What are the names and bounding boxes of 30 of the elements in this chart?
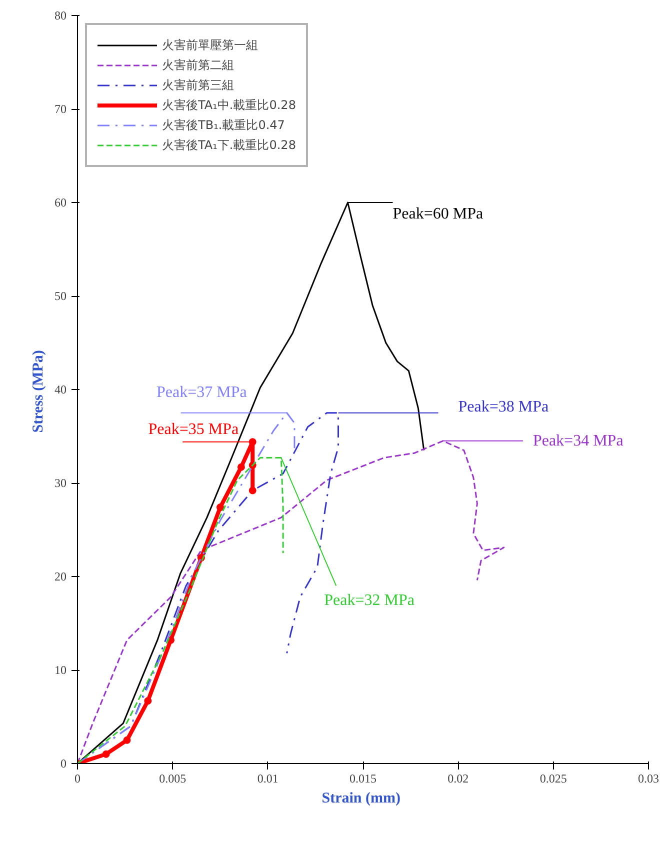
legend-label: 火害後TA₁中.載重比0.28 <box>162 96 296 114</box>
y-tick-label: 10 <box>54 663 66 677</box>
annotation: Peak=38 MPa <box>458 398 549 416</box>
x-tick-label: 0.03 <box>638 772 659 786</box>
legend-label: 火害前單壓第一組 <box>162 36 258 54</box>
x-tick-label: 0.015 <box>350 772 376 786</box>
y-tick-label: 80 <box>54 8 66 22</box>
legend-label: 火害前第三組 <box>162 76 234 94</box>
x-tick-label: 0.01 <box>257 772 278 786</box>
x-tick-label: 0.02 <box>448 772 469 786</box>
annotation: Peak=32 MPa <box>324 592 415 609</box>
y-tick-label: 60 <box>54 196 66 210</box>
y-tick-label: 50 <box>54 289 66 303</box>
x-axis-title: Strain (mm) <box>322 790 401 806</box>
annotation: Peak=60 MPa <box>392 206 484 222</box>
y-tick-label: 0 <box>60 756 66 770</box>
annotation: Peak=37 MPa <box>156 384 247 401</box>
y-tick-label: 70 <box>54 102 66 116</box>
y-axis-title: Stress (MPa) <box>30 350 46 433</box>
x-tick-label: 0.025 <box>540 772 567 786</box>
y-tick-label: 30 <box>54 476 66 490</box>
legend-label: 火害後TB₁.載重比0.47 <box>162 116 285 134</box>
x-tick-label: 0.005 <box>159 772 186 786</box>
legend-label: 火害後TA₁下.載重比0.28 <box>162 136 296 154</box>
legend-label: 火害前第二組 <box>162 56 234 74</box>
x-tick-label: 0 <box>74 772 80 786</box>
annotation: Peak=34 MPa <box>532 432 624 450</box>
y-tick-label: 40 <box>54 382 66 396</box>
annotation: Peak=35 MPa <box>148 420 239 438</box>
y-tick-label: 20 <box>54 570 66 584</box>
